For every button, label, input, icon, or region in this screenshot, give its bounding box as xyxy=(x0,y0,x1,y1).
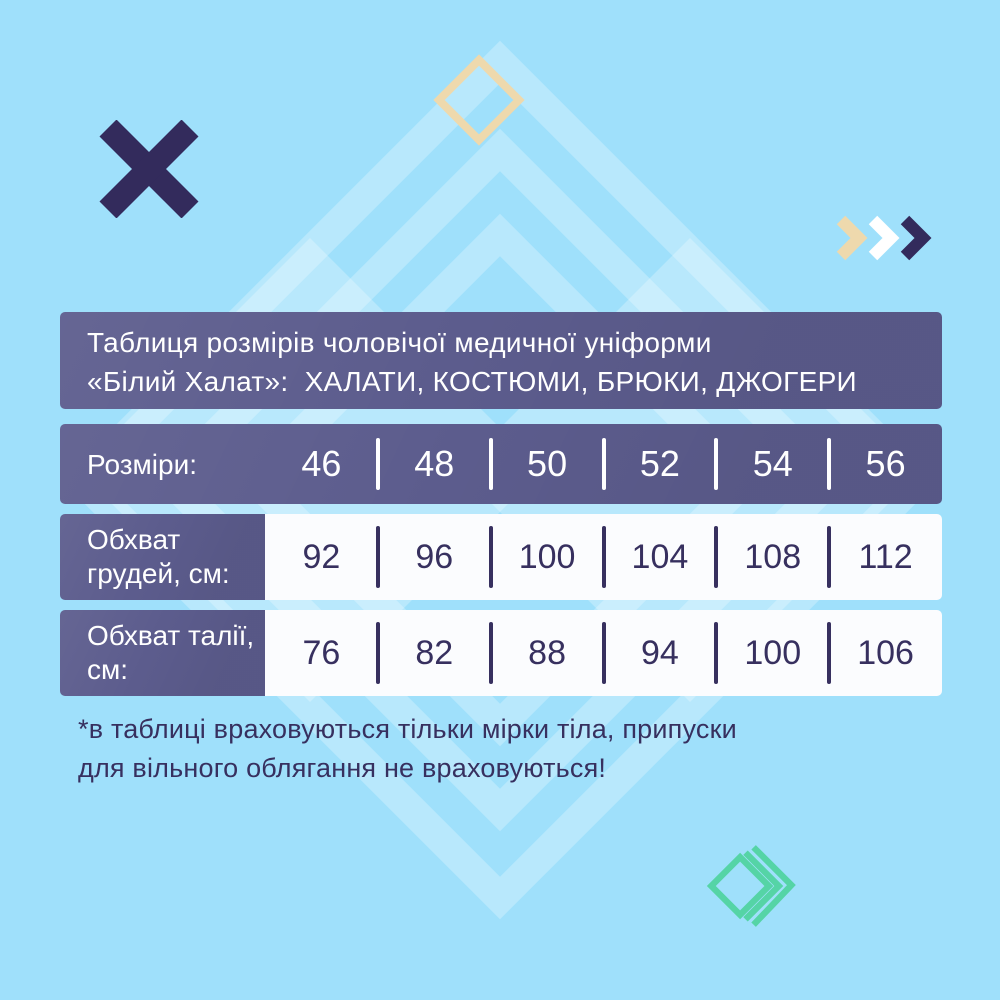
size-cell: 52 xyxy=(604,424,717,504)
teal-diamond-chevrons-icon xyxy=(706,845,796,927)
chest-girth-cell: 100 xyxy=(491,514,604,600)
size-cell: 54 xyxy=(716,424,829,504)
waist-girth-cell: 100 xyxy=(716,610,829,696)
chest-girth-values: 92 96 100 104 108 112 xyxy=(265,514,942,600)
waist-girth-cell: 88 xyxy=(491,610,604,696)
sizes-values: 46 48 50 52 54 56 xyxy=(265,424,942,504)
waist-girth-cell: 82 xyxy=(378,610,491,696)
table-row-waist-girth: Обхват талії, см: 76 82 88 94 100 106 xyxy=(60,610,942,696)
footnote-line-2: для вільного облягання не враховуються! xyxy=(78,753,607,783)
size-cell: 56 xyxy=(865,443,906,484)
chest-girth-cell: 108 xyxy=(716,514,829,600)
row-label-chest-girth: Обхват грудей, см: xyxy=(60,514,265,600)
footnote: *в таблиці враховуються тільки мірки тіл… xyxy=(78,710,737,788)
waist-girth-values: 76 82 88 94 100 106 xyxy=(265,610,942,696)
footnote-line-1: *в таблиці враховуються тільки мірки тіл… xyxy=(78,714,737,744)
chest-girth-cell: 104 xyxy=(604,514,717,600)
table-title-line-2: «Білий Халат»: ХАЛАТИ, КОСТЮМИ, БРЮКИ, Д… xyxy=(87,366,857,397)
chest-girth-cell: 92 xyxy=(265,514,378,600)
table-row-sizes: Розміри: 46 48 50 52 54 56 xyxy=(60,424,942,504)
size-cell: 46 xyxy=(265,424,378,504)
table-title-line-1: Таблиця розмірів чоловічої медичної уніф… xyxy=(87,327,712,358)
size-cell: 48 xyxy=(378,424,491,504)
chest-girth-cell: 96 xyxy=(378,514,491,600)
x-cross-icon xyxy=(99,120,199,218)
beige-diamond-outline-icon xyxy=(433,54,525,146)
row-label-waist-girth: Обхват талії, см: xyxy=(60,610,265,696)
table-header: Таблиця розмірів чоловічої медичної уніф… xyxy=(60,312,942,409)
waist-girth-cell: 76 xyxy=(265,610,378,696)
waist-girth-cell: 94 xyxy=(604,610,717,696)
size-cell: 50 xyxy=(491,424,604,504)
triple-chevron-right-icon xyxy=(836,215,932,261)
waist-girth-cell: 106 xyxy=(857,633,914,672)
row-label-sizes: Розміри: xyxy=(87,448,198,480)
chest-girth-cell: 112 xyxy=(858,537,913,576)
table-row-chest-girth: Обхват грудей, см: 92 96 100 104 108 112 xyxy=(60,514,942,600)
